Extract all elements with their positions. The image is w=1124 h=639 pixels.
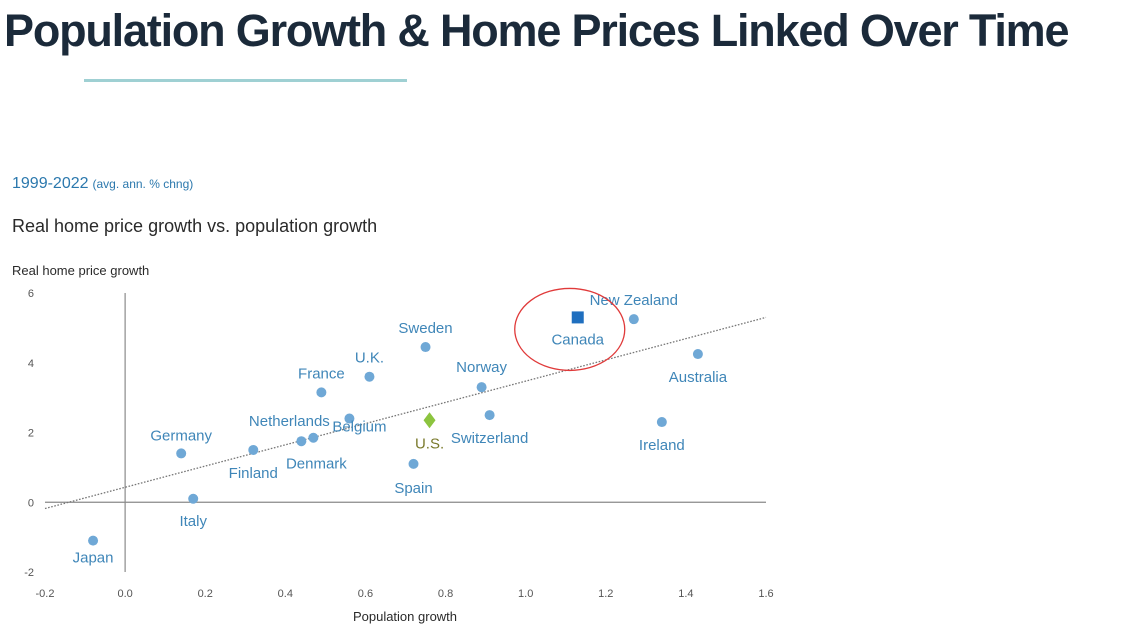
x-tick-label: 0.4 xyxy=(278,588,293,600)
point-label-switzerland: Switzerland xyxy=(451,430,529,447)
point-label-finland: Finland xyxy=(229,465,278,482)
point-label-sweden: Sweden xyxy=(398,320,452,337)
point-label-germany: Germany xyxy=(150,427,212,444)
point-labels-layer: Japan Italy Germany Finland Netherlands Denma… xyxy=(73,287,728,567)
x-tick-label: 1.0 xyxy=(518,588,533,600)
point-japan xyxy=(88,535,99,546)
point-switzerland xyxy=(484,410,495,421)
point-label-u-s: U.S. xyxy=(415,435,444,452)
x-tick-label: 0.6 xyxy=(358,588,373,600)
point-label-italy: Italy xyxy=(179,513,207,530)
point-australia xyxy=(692,349,703,360)
slide-title: Population Growth & Home Prices Linked O… xyxy=(4,5,1070,56)
y-tick-label: 2 xyxy=(28,428,34,440)
point-label-belgium: Belgium xyxy=(332,419,386,436)
axes: -0.2 0.0 0.2 0.4 0.6 0.8 1.0 1.2 1.4 1.6 -2 0 2 4 6 xyxy=(24,288,773,600)
point-label-spain: Spain xyxy=(394,480,432,497)
x-tick-label: 0.2 xyxy=(198,588,213,600)
point-label-denmark: Denmark xyxy=(286,456,347,473)
y-tick-label: 4 xyxy=(28,358,34,370)
chart-title: Real home price growth vs. population gr… xyxy=(12,216,378,236)
point-netherlands xyxy=(296,436,307,447)
trendline-layer xyxy=(44,316,767,510)
title-underline xyxy=(84,79,407,82)
point-u-s xyxy=(423,412,436,429)
point-canada xyxy=(571,311,584,324)
point-label-canada: Canada xyxy=(551,331,604,348)
point-label-france: France xyxy=(298,365,345,382)
point-label-australia: Australia xyxy=(669,369,728,386)
canada-highlight-circle xyxy=(514,287,626,372)
x-tick-label: 0.0 xyxy=(117,588,132,600)
point-spain xyxy=(408,458,419,469)
y-axis-label: Real home price growth xyxy=(12,263,149,278)
trendline xyxy=(44,316,767,510)
point-france xyxy=(316,387,327,398)
point-u-k xyxy=(364,371,375,382)
point-sweden xyxy=(420,342,431,353)
points-layer xyxy=(88,311,703,546)
x-tick-label: -0.2 xyxy=(36,588,55,600)
point-new-zealand xyxy=(628,314,639,325)
chart-period: 1999-2022 (avg. ann. % chng) xyxy=(12,175,193,193)
point-ireland xyxy=(656,417,667,428)
y-tick-label: -2 xyxy=(24,567,34,579)
point-label-japan: Japan xyxy=(73,550,114,567)
point-denmark xyxy=(308,432,319,443)
x-tick-label: 0.8 xyxy=(438,588,453,600)
point-label-u-k: U.K. xyxy=(355,350,384,367)
point-label-netherlands: Netherlands xyxy=(249,413,330,430)
chart-period-note: (avg. ann. % chng) xyxy=(92,177,194,191)
y-tick-label: 6 xyxy=(28,288,34,300)
x-axis-label: Population growth xyxy=(353,609,457,624)
chart-period-years: 1999-2022 xyxy=(12,175,89,192)
y-tick-label: 0 xyxy=(28,497,34,509)
point-belgium xyxy=(344,413,355,424)
x-tick-label: 1.2 xyxy=(598,588,613,600)
x-tick-label: 1.4 xyxy=(678,588,693,600)
point-germany xyxy=(176,448,187,459)
point-finland xyxy=(248,444,259,455)
point-label-ireland: Ireland xyxy=(639,437,685,454)
point-italy xyxy=(188,493,199,504)
point-norway xyxy=(476,382,487,393)
point-label-new-zealand: New Zealand xyxy=(590,292,678,309)
point-label-norway: Norway xyxy=(456,359,507,376)
x-tick-label: 1.6 xyxy=(758,588,773,600)
